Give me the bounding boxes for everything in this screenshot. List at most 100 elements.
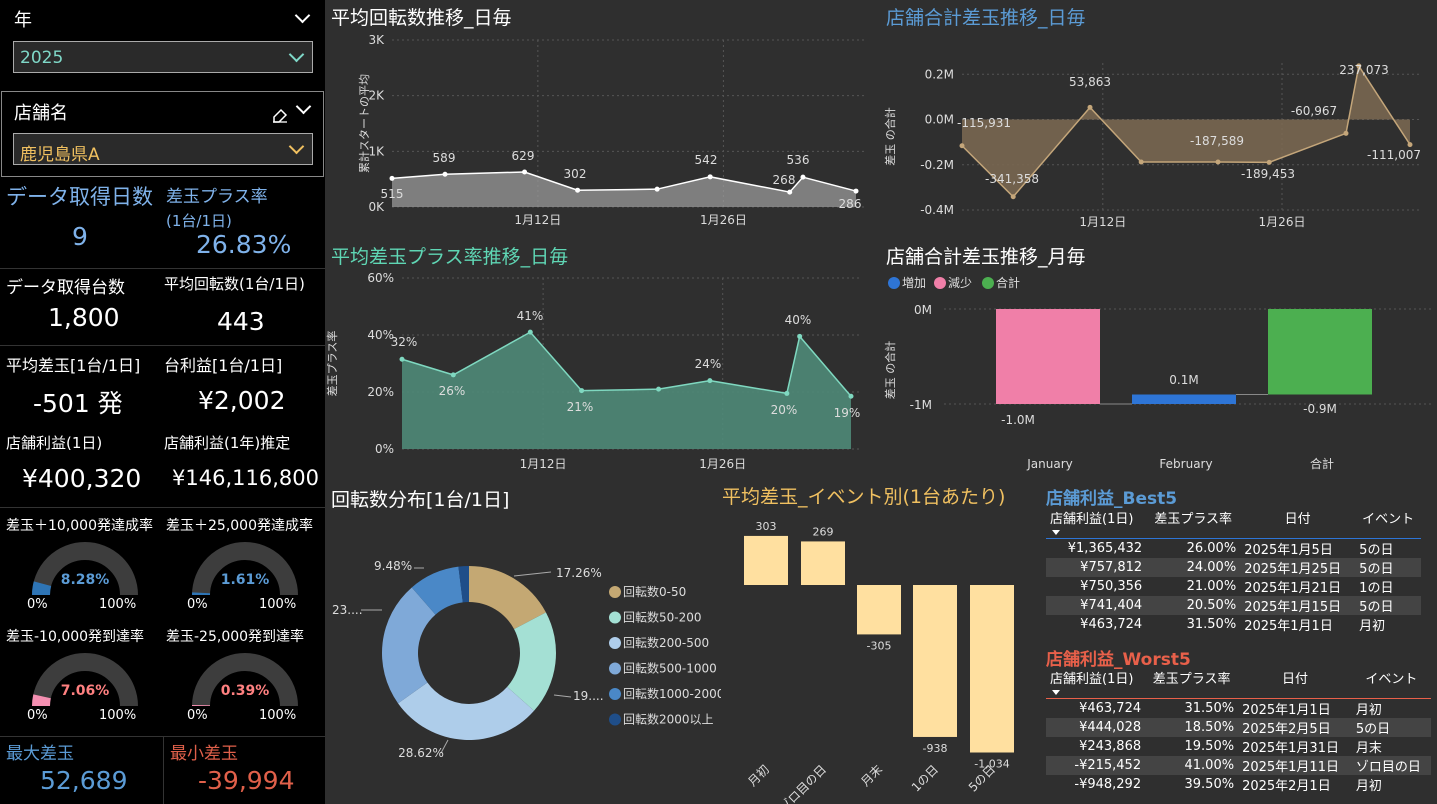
- bar-february: [1132, 394, 1236, 404]
- table-row[interactable]: ¥243,868 19.50% 2025年1月31日 月末: [1046, 737, 1431, 756]
- table-cell: 2025年1月11日: [1238, 756, 1352, 775]
- store-profit-day-value: ¥400,320: [22, 464, 142, 493]
- data-point: [450, 372, 456, 378]
- table-cell: 2025年1月25日: [1240, 558, 1356, 577]
- pie-slice: [507, 612, 556, 711]
- table-cell: 5の日: [1351, 718, 1431, 737]
- divider: [0, 345, 325, 346]
- data-label: -938: [923, 742, 948, 755]
- column-header[interactable]: イベント: [1355, 508, 1421, 539]
- y-tick-label: 1K: [368, 144, 385, 158]
- data-label: 515: [381, 187, 404, 201]
- data-label: -1.0M: [1001, 413, 1035, 427]
- sort-desc-icon[interactable]: [1052, 530, 1060, 535]
- table-row[interactable]: ¥444,028 18.50% 2025年2月5日 5の日: [1046, 718, 1431, 737]
- table-cell: 20.50%: [1146, 596, 1241, 615]
- data-label: 17.26%: [556, 566, 602, 580]
- x-tick-label: January: [1026, 457, 1073, 471]
- data-label: 28.62%: [398, 746, 444, 760]
- pie-slice: [398, 682, 535, 740]
- x-tick-label: 月末: [858, 762, 885, 789]
- data-label: 542: [695, 153, 718, 167]
- plus-rate-sub: (1台/1日): [166, 212, 232, 230]
- max-diff-label: 最大差玉: [6, 744, 74, 764]
- gauge-dial: [192, 653, 298, 707]
- pie-slice: [382, 587, 436, 704]
- table-row[interactable]: ¥1,365,432 26.00% 2025年1月5日 5の日: [1046, 539, 1421, 558]
- data-label: 268: [773, 173, 796, 187]
- table-row[interactable]: -¥215,452 41.00% 2025年1月11日 ゾロ目の日: [1046, 756, 1431, 775]
- chevron-down-icon[interactable]: [294, 7, 311, 24]
- table-cell: ¥757,812: [1046, 558, 1147, 577]
- column-header[interactable]: 店舗利益(1日): [1046, 508, 1147, 539]
- table-cell: ¥1,365,432: [1067, 541, 1143, 556]
- units-label: データ取得台数: [6, 278, 125, 298]
- table-row[interactable]: -¥948,292 39.50% 2025年2月1日 月初: [1046, 775, 1431, 794]
- worst5-table: 店舗利益(1日) 差玉プラス率 日付 イベント ¥463,724 31.50% 2025年1…: [1046, 668, 1431, 794]
- table-cell: 2025年2月1日: [1242, 779, 1331, 794]
- divider: [0, 507, 325, 508]
- data-point: [853, 188, 859, 194]
- legend-dot: [934, 277, 946, 289]
- gauge-label: 差玉＋10,000発達成率: [6, 518, 153, 534]
- gauge-fill: [32, 694, 51, 707]
- table-row[interactable]: ¥757,812 24.00% 2025年1月25日 5の日: [1046, 558, 1421, 577]
- x-tick-label: 1月12日: [514, 213, 561, 227]
- table-row[interactable]: ¥741,404 20.50% 2025年1月15日 5の日: [1046, 596, 1421, 615]
- legend-label: 合計: [996, 275, 1020, 290]
- eraser-icon[interactable]: [270, 104, 290, 124]
- bar-january: [996, 309, 1100, 404]
- data-label: -60,967: [1291, 104, 1337, 118]
- gauge-value: 0.39%: [220, 683, 270, 699]
- table-cell: 19.50%: [1184, 739, 1235, 754]
- data-label: 23....: [332, 603, 363, 617]
- spin-dist-title: 回転数分布[1台/1日]: [331, 489, 510, 511]
- gauge-fill: [32, 581, 52, 596]
- data-point: [800, 174, 806, 180]
- gauge-value: 8.28%: [60, 572, 110, 588]
- y-axis-label: 累計スタートの平均: [357, 74, 371, 173]
- table-row[interactable]: ¥463,724 31.50% 2025年1月1日 月初: [1046, 615, 1421, 634]
- column-header[interactable]: イベント: [1351, 668, 1431, 699]
- min-diff-value: -39,994: [198, 766, 295, 795]
- x-tick-label: 1の日: [909, 762, 941, 794]
- table-cell: ¥741,404: [1046, 596, 1147, 615]
- column-header[interactable]: 日付: [1240, 508, 1356, 539]
- data-label: -111,007: [1367, 148, 1421, 162]
- gauge-label: 差玉-25,000発到達率: [166, 629, 305, 645]
- divider: [163, 736, 164, 804]
- table-cell: 31.50%: [1186, 617, 1237, 632]
- table-row[interactable]: ¥463,724 31.50% 2025年1月1日 月初: [1046, 699, 1431, 718]
- gauge-max: 100%: [99, 597, 137, 612]
- year-dropdown[interactable]: 2025: [13, 41, 313, 73]
- table-cell: ¥463,724: [1079, 701, 1142, 716]
- table-cell: 月初: [1359, 619, 1386, 634]
- legend-label: 増加: [902, 276, 926, 290]
- column-header[interactable]: 差玉プラス率: [1146, 508, 1241, 539]
- legend-dot: [609, 586, 621, 598]
- data-label: 269: [813, 525, 834, 538]
- table-cell: 2025年1月31日: [1242, 741, 1339, 756]
- units-value: 1,800: [48, 303, 120, 332]
- column-header[interactable]: 店舗利益(1日): [1046, 668, 1146, 699]
- leader-line: [440, 739, 449, 754]
- data-label: 629: [512, 149, 535, 163]
- data-point: [1356, 63, 1362, 69]
- data-label: 303: [756, 520, 777, 533]
- table-row[interactable]: ¥750,356 21.00% 2025年1月21日 1の日: [1046, 577, 1421, 596]
- sort-desc-icon[interactable]: [1052, 690, 1060, 695]
- table-cell: -¥215,452: [1046, 756, 1146, 775]
- area-fill: [402, 332, 851, 449]
- pie-slice: [458, 566, 469, 603]
- gauge-value: 1.61%: [220, 572, 270, 588]
- data-point: [579, 388, 585, 394]
- pie-slice: [469, 566, 546, 630]
- days-label: データ取得日数: [6, 185, 153, 209]
- data-point: [656, 386, 662, 392]
- column-header[interactable]: 日付: [1238, 668, 1352, 699]
- gauge-min: 0%: [187, 708, 208, 723]
- store-dropdown[interactable]: 鹿児島県A: [13, 133, 313, 165]
- y-tick-label: 3K: [368, 33, 385, 47]
- spins-daily-chart: 0K 1K 2K 3K 1月12日 1月26日 累計スタートの平均 515 589 629 302 5…: [357, 33, 866, 227]
- column-header[interactable]: 差玉プラス率: [1145, 668, 1239, 699]
